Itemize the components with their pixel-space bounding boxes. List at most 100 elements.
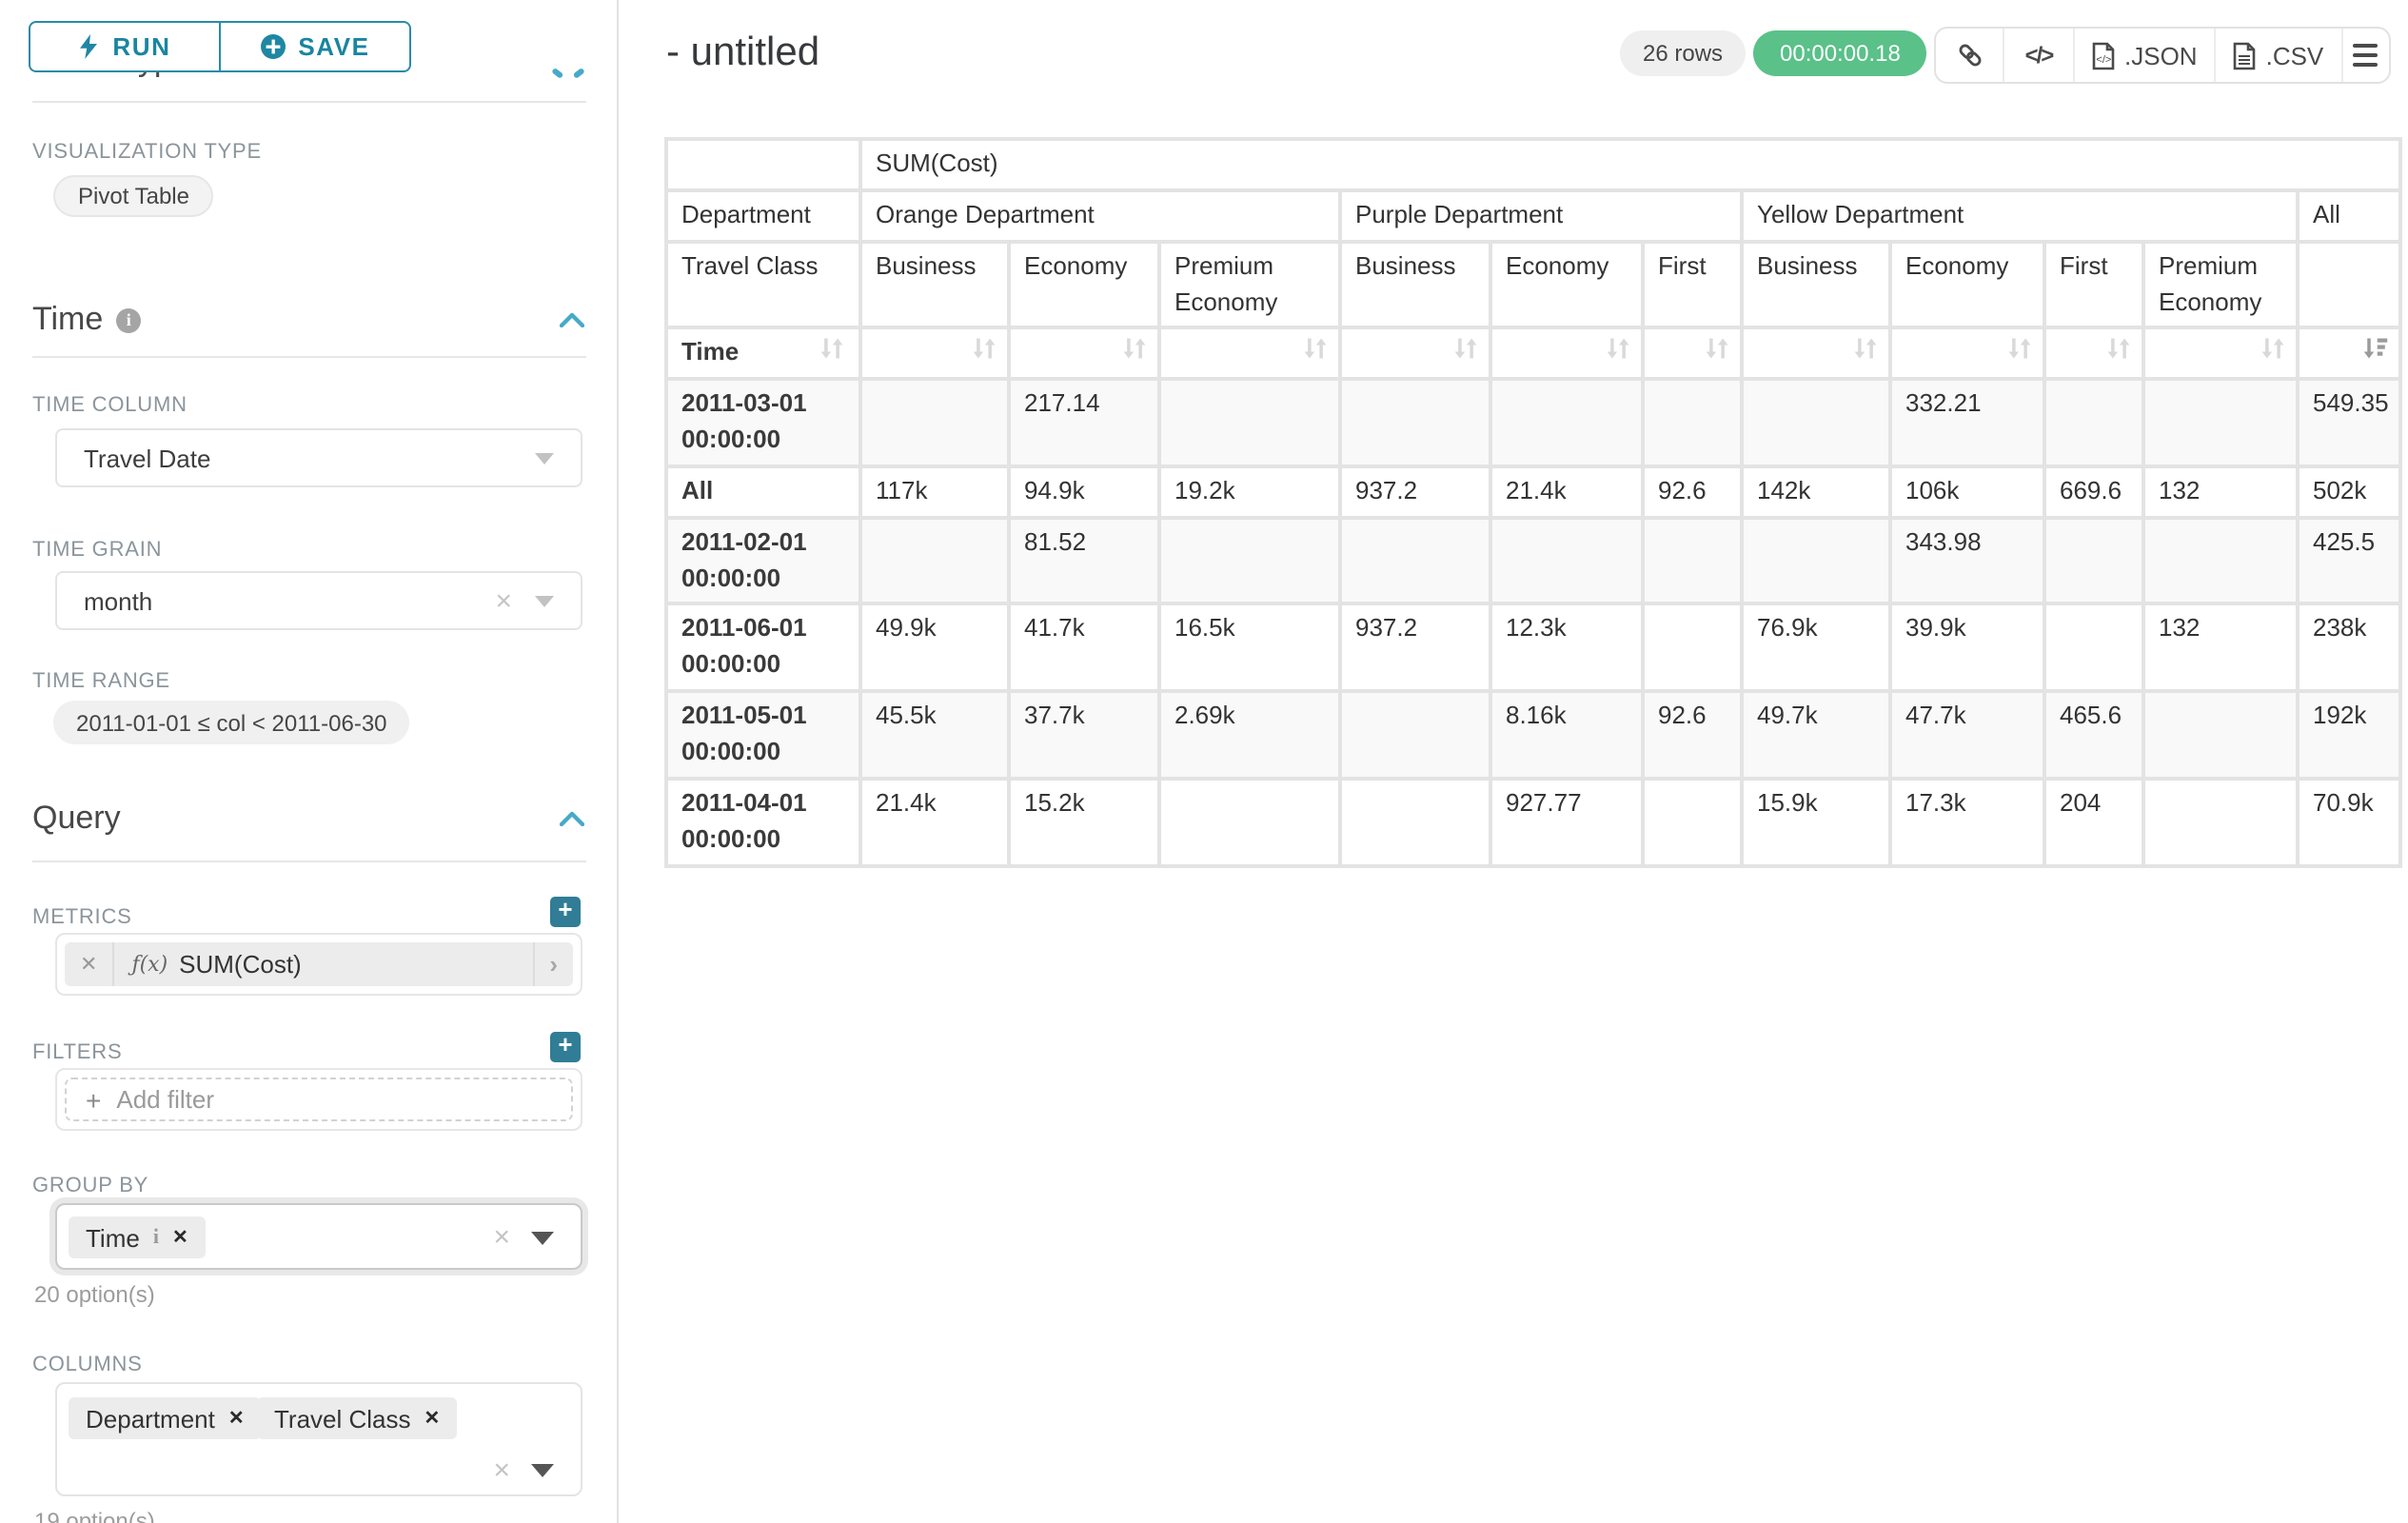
- remove-metric-icon[interactable]: ✕: [65, 942, 115, 986]
- metrics-control: ✕ ƒ(x) SUM(Cost) ›: [55, 933, 582, 996]
- visualization-type-value: Pivot Table: [78, 183, 189, 209]
- sort-header-cell[interactable]: [1161, 329, 1338, 378]
- time-column-select[interactable]: Travel Date: [55, 428, 582, 487]
- remove-tag-icon[interactable]: ✕: [424, 1408, 441, 1429]
- add-metric-button[interactable]: +: [550, 896, 581, 927]
- class-header-cell: Economy: [1892, 243, 2043, 326]
- sort-header-cell[interactable]: [2145, 329, 2296, 378]
- sort-icon: [1454, 339, 1477, 360]
- sort-icon: [2261, 339, 2284, 360]
- table-row: 2011-04-01 00:00:00 21.4k 15.2k 927.77 15.9k…: [668, 780, 2399, 863]
- column-group-header: Yellow Department: [1744, 191, 2296, 240]
- value-cell: 19.2k: [1161, 467, 1338, 516]
- class-header-cell: Economy: [1011, 243, 1157, 326]
- add-filter-dropzone[interactable]: + Add filter: [65, 1078, 573, 1121]
- embed-code-button[interactable]: </>: [2004, 29, 2075, 82]
- save-button[interactable]: SAVE: [219, 21, 411, 72]
- sort-header-cell[interactable]: [2299, 329, 2399, 378]
- visualization-type-pill[interactable]: Pivot Table: [53, 175, 214, 217]
- group-by-tag[interactable]: Time i ✕: [69, 1216, 206, 1258]
- time-grain-value: month: [84, 586, 153, 615]
- query-section-title: Query: [32, 800, 121, 836]
- column-group-header: Orange Department: [862, 191, 1338, 240]
- sort-icon: [1706, 339, 1728, 360]
- sort-header-cell[interactable]: [862, 329, 1007, 378]
- value-cell: 92.6: [1645, 467, 1740, 516]
- time-grain-select[interactable]: month ×: [55, 571, 582, 630]
- time-range-value: 2011-01-01 ≤ col < 2011-06-30: [76, 709, 387, 736]
- value-cell: [1492, 519, 1641, 603]
- value-cell: 76.9k: [1744, 605, 1888, 690]
- row-label-cell: 2011-06-01 00:00:00: [668, 605, 859, 690]
- value-cell: 132: [2145, 605, 2296, 690]
- add-filter-button[interactable]: +: [550, 1031, 581, 1062]
- value-cell: 217.14: [1011, 381, 1157, 465]
- chevron-right-icon[interactable]: ›: [532, 942, 573, 986]
- run-button[interactable]: RUN: [29, 21, 219, 72]
- clear-icon[interactable]: ×: [495, 584, 512, 617]
- sort-header-cell[interactable]: [2046, 329, 2142, 378]
- chevron-up-icon[interactable]: [560, 811, 584, 826]
- value-cell: [1744, 381, 1888, 465]
- export-json-label: .JSON: [2124, 41, 2198, 69]
- columns-options-hint: 19 option(s): [34, 1508, 155, 1523]
- time-range-pill[interactable]: 2011-01-01 ≤ col < 2011-06-30: [53, 701, 410, 744]
- time-section-title: Time i: [32, 301, 142, 339]
- group-by-select[interactable]: Time i ✕ ×: [55, 1203, 582, 1270]
- caret-down-icon[interactable]: [535, 595, 554, 606]
- chart-title[interactable]: - untitled: [666, 30, 820, 74]
- class-header-cell: Business: [1342, 243, 1489, 326]
- code-icon: </>: [2024, 42, 2055, 69]
- class-header-cell: Premium Economy: [2145, 243, 2296, 326]
- columns-tag[interactable]: Department ✕: [69, 1397, 262, 1439]
- value-cell: [2145, 381, 2296, 465]
- info-icon[interactable]: i: [152, 1226, 159, 1249]
- columns-select[interactable]: Department ✕ Travel Class ✕ ×: [55, 1382, 582, 1496]
- sort-header-cell[interactable]: [1342, 329, 1489, 378]
- remove-tag-icon[interactable]: ✕: [171, 1227, 188, 1248]
- caret-down-icon[interactable]: [535, 452, 554, 464]
- chevron-up-icon[interactable]: [560, 312, 584, 327]
- caret-down-icon[interactable]: [531, 1464, 554, 1477]
- row-label-cell: 2011-04-01 00:00:00: [668, 780, 859, 863]
- sort-icon: [2008, 339, 2031, 360]
- query-timer-badge: 00:00:00.18: [1753, 30, 1927, 76]
- menu-icon: [2353, 43, 2378, 68]
- copy-link-button[interactable]: [1936, 29, 2004, 82]
- value-cell: 425.5: [2299, 519, 2399, 603]
- value-cell: [1342, 519, 1489, 603]
- chart-area: - untitled 26 rows 00:00:00.18 </> </> .…: [621, 0, 2408, 1523]
- metric-chip[interactable]: ✕ ƒ(x) SUM(Cost) ›: [65, 942, 573, 986]
- bolt-icon: [80, 34, 98, 59]
- time-grain-label: TIME GRAIN: [32, 539, 163, 562]
- row-label-cell: 2011-05-01 00:00:00: [668, 693, 859, 777]
- value-cell: 343.98: [1892, 519, 2043, 603]
- value-cell: 21.4k: [1492, 467, 1641, 516]
- columns-tag[interactable]: Travel Class ✕: [257, 1397, 458, 1439]
- caret-down-icon[interactable]: [531, 1231, 554, 1244]
- sort-header-cell[interactable]: [1892, 329, 2043, 378]
- chevron-up-icon[interactable]: [551, 67, 585, 80]
- control-panel: Chart Type RUN SAVE VISUALIZATION TYPE P…: [0, 0, 619, 1523]
- value-cell: [862, 519, 1007, 603]
- sort-header-cell[interactable]: [1011, 329, 1157, 378]
- remove-tag-icon[interactable]: ✕: [227, 1408, 245, 1429]
- time-sort-header[interactable]: Time: [668, 329, 859, 378]
- add-filter-placeholder: Add filter: [116, 1085, 214, 1114]
- sort-header-cell[interactable]: [1744, 329, 1888, 378]
- export-json-button[interactable]: </> .JSON: [2075, 29, 2217, 82]
- sort-header-cell[interactable]: [1645, 329, 1740, 378]
- sort-header-cell[interactable]: [1492, 329, 1641, 378]
- value-cell: 17.3k: [1892, 780, 2043, 863]
- pivot-table: SUM(Cost) Department Orange Department Purp…: [664, 137, 2403, 867]
- divider: [32, 860, 586, 862]
- clear-icon[interactable]: ×: [493, 1454, 510, 1487]
- value-cell: [1645, 519, 1740, 603]
- table-row: 2011-06-01 00:00:00 49.9k 41.7k 16.5k 937.2 1…: [668, 605, 2399, 690]
- value-cell: 41.7k: [1011, 605, 1157, 690]
- filters-label: FILTERS: [32, 1041, 123, 1064]
- more-options-button[interactable]: [2342, 29, 2388, 82]
- class-header-cell: Business: [862, 243, 1007, 326]
- export-csv-button[interactable]: .CSV: [2217, 29, 2343, 82]
- clear-icon[interactable]: ×: [493, 1220, 510, 1253]
